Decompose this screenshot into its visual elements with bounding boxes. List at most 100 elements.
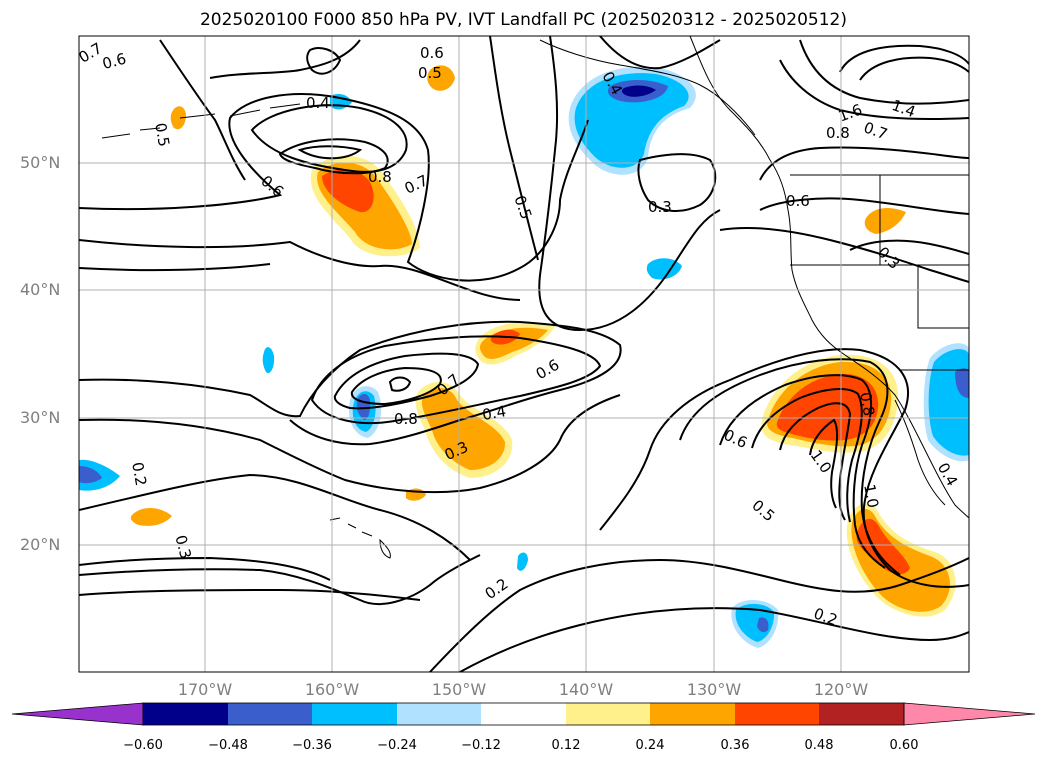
fill-neg-tropics-east-max — [757, 617, 769, 633]
contour-line — [779, 59, 969, 121]
graticule — [79, 36, 969, 672]
lon-label-150w: 150°W — [431, 680, 487, 699]
contour-line — [333, 352, 480, 410]
contour-line — [79, 93, 589, 282]
colorbar-segment — [566, 703, 650, 725]
fill-pos-gulf-alaska-max — [322, 169, 374, 213]
contour-label: 0.3 — [648, 198, 672, 216]
fill-neg-baja-east-max — [955, 368, 969, 398]
colorbar-segment — [481, 703, 566, 725]
colorbar — [11, 702, 1036, 726]
fill-pos-west-tropics — [130, 507, 172, 526]
lon-label-170w: 170°W — [177, 680, 233, 699]
hawaiian-islands — [329, 517, 391, 559]
colorbar-segment — [735, 703, 819, 725]
contour-line — [779, 402, 852, 521]
fill-pos-west-small — [170, 106, 186, 130]
contour-label: 1.0 — [860, 483, 882, 510]
colorbar-tick: −0.60 — [123, 738, 163, 753]
colorbar-extend-high — [903, 702, 1036, 726]
contour-line — [250, 104, 408, 173]
contour-label: 0.2 — [128, 461, 150, 488]
contour-label: 0.3 — [171, 533, 195, 561]
contour-line — [297, 145, 363, 160]
contour-line — [79, 239, 521, 301]
fill-neg-tropics-east-core — [735, 603, 775, 642]
contour-line — [79, 554, 481, 605]
contour-label: 0.6 — [100, 49, 128, 73]
contour-line — [799, 39, 969, 105]
map-frame — [78, 35, 970, 673]
contour-line — [759, 146, 969, 181]
fill-neg-gulf-alaska-east-core — [574, 73, 689, 168]
contour-line — [388, 376, 412, 392]
contour-line — [459, 607, 969, 672]
fill-neg-gulf-alaska-east-min — [621, 85, 656, 97]
fill-neg-small-midlat — [262, 347, 275, 374]
baja-peninsula — [894, 399, 946, 506]
colorbar-tick: 0.12 — [551, 738, 581, 753]
contour-line — [599, 36, 721, 70]
contour-line — [278, 138, 389, 175]
contour-label: 0.8 — [394, 410, 418, 428]
contour-label: 0.4 — [481, 402, 508, 424]
alaska-panhandle — [539, 39, 756, 136]
contour-line — [599, 348, 969, 588]
north-america-coast — [689, 36, 969, 519]
fill-pos-aleutian — [427, 65, 455, 91]
lon-label-140w: 140°W — [558, 680, 614, 699]
contour-label: 0.8 — [856, 391, 878, 418]
contour-line — [79, 394, 621, 494]
contour-label: 0.5 — [418, 64, 442, 82]
colorbar-extend-low — [11, 702, 144, 726]
contour-line — [310, 335, 602, 425]
lon-label-130w: 130°W — [686, 680, 742, 699]
lon-label-120w: 120°W — [813, 680, 869, 699]
aleutian-islands — [101, 103, 301, 139]
colorbar-segment — [228, 703, 312, 725]
contour-line — [79, 473, 471, 561]
lon-label-160w: 160°W — [304, 680, 360, 699]
contour-line — [849, 239, 969, 255]
contour-line — [306, 47, 342, 75]
colorbar-tick: 0.36 — [720, 738, 750, 753]
colorbar-segment — [397, 703, 481, 725]
fill-neg-small-subtropics — [517, 552, 528, 571]
colorbar-frame — [142, 702, 905, 726]
us-state-border — [917, 265, 969, 329]
lat-label-50n: 50°N — [20, 153, 61, 172]
colorbar-tick: −0.48 — [208, 738, 248, 753]
contour-line — [759, 197, 969, 215]
contour-line — [637, 153, 717, 212]
colorbar-segment — [143, 703, 228, 725]
colorbar-tick: 0.24 — [635, 738, 665, 753]
contour-line — [538, 36, 721, 332]
colorbar-segment — [819, 703, 904, 725]
contour-line — [489, 36, 539, 261]
contour-line — [209, 39, 361, 79]
contour-label: 0.8 — [826, 124, 850, 142]
coastlines — [101, 36, 969, 559]
lat-label-30n: 30°N — [20, 408, 61, 427]
contour-label: 0.8 — [368, 168, 392, 186]
contour-line — [751, 388, 863, 523]
colorbar-tick: −0.12 — [461, 738, 501, 753]
lat-label-20n: 20°N — [20, 535, 61, 554]
colorbar-tick: 0.60 — [889, 738, 919, 753]
contour-label: 0.6 — [420, 44, 444, 62]
fill-pos-pacific-northwest — [864, 208, 906, 234]
contour-label: 0.6 — [786, 192, 810, 210]
colorbar-segment — [312, 703, 397, 725]
contour-line — [79, 556, 331, 581]
contour-line — [679, 358, 901, 576]
contour-line — [79, 263, 271, 272]
colorbar-tick: 0.48 — [804, 738, 834, 753]
contour-line — [809, 418, 839, 509]
contour-line — [350, 366, 442, 406]
pv-contours — [79, 36, 969, 672]
contour-line — [859, 56, 969, 81]
fill-neg-west-tropics-core — [79, 466, 102, 484]
contour-line — [429, 557, 969, 672]
map-title: 2025020100 F000 850 hPa PV, IVT Landfall… — [199, 10, 847, 30]
